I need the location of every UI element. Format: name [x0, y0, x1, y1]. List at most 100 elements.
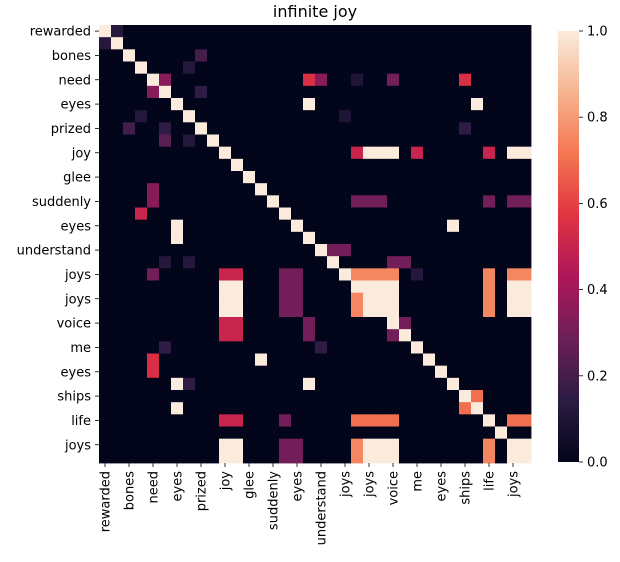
heatmap-cell	[243, 402, 256, 415]
heatmap-cell	[207, 61, 220, 75]
heatmap-cell	[183, 98, 196, 111]
heatmap-cell	[279, 146, 292, 160]
heatmap-cell	[123, 414, 136, 427]
heatmap-cell	[99, 49, 112, 62]
heatmap-cell	[507, 390, 520, 403]
heatmap-cell	[447, 390, 460, 403]
heatmap-cell	[219, 134, 232, 148]
heatmap-cell	[507, 377, 520, 391]
heatmap-cell	[171, 280, 184, 294]
heatmap-cell	[423, 219, 436, 233]
heatmap-cell	[339, 426, 352, 440]
heatmap-cell	[375, 304, 388, 318]
heatmap-cell	[459, 256, 472, 269]
heatmap-cell	[231, 304, 244, 318]
heatmap-cell	[219, 171, 232, 184]
heatmap-cell	[195, 414, 208, 427]
heatmap-cell	[231, 219, 244, 233]
heatmap-cell	[351, 244, 364, 257]
heatmap-cell	[483, 183, 496, 196]
heatmap-cell	[303, 317, 316, 330]
heatmap-cell	[171, 110, 184, 123]
heatmap-cell	[363, 256, 376, 269]
heatmap-cell	[375, 195, 388, 208]
heatmap-cell	[183, 280, 196, 294]
heatmap-cell	[471, 25, 484, 38]
heatmap-cell	[231, 183, 244, 196]
heatmap-cell	[363, 73, 376, 87]
heatmap-cell	[471, 414, 484, 427]
heatmap-cell	[279, 414, 292, 427]
heatmap-cell	[279, 134, 292, 148]
heatmap-cell	[111, 304, 124, 318]
heatmap-cell	[423, 146, 436, 160]
heatmap-cell	[99, 280, 112, 294]
heatmap-cell	[231, 134, 244, 148]
heatmap-cell	[171, 49, 184, 62]
heatmap-cell	[375, 365, 388, 379]
heatmap-cell	[255, 98, 268, 111]
y-tick-label: life	[71, 414, 91, 429]
heatmap-cell	[99, 85, 112, 99]
heatmap-cell	[243, 450, 256, 464]
x-tick-label: joys	[363, 471, 378, 498]
heatmap-cell	[459, 231, 472, 245]
colorbar-tick-label: 0.8	[587, 111, 608, 126]
heatmap-cell	[339, 268, 352, 281]
heatmap-cell	[219, 438, 232, 452]
heatmap-cell	[147, 158, 160, 172]
heatmap-cell	[495, 231, 508, 245]
heatmap-cell	[435, 450, 448, 464]
heatmap-cell	[471, 377, 484, 391]
heatmap-cell	[447, 402, 460, 415]
heatmap-cell	[135, 329, 148, 342]
heatmap-cell	[423, 280, 436, 294]
heatmap-cell	[267, 426, 280, 440]
heatmap-cell	[171, 353, 184, 367]
y-tick-label: need	[59, 73, 92, 88]
heatmap-cell	[459, 219, 472, 233]
heatmap-cell	[399, 231, 412, 245]
heatmap-cell	[495, 183, 508, 196]
heatmap-cell	[471, 219, 484, 233]
heatmap-cell	[303, 280, 316, 294]
heatmap-cell	[147, 49, 160, 62]
heatmap-cell	[135, 158, 148, 172]
heatmap-cell	[507, 219, 520, 233]
heatmap-cell	[411, 25, 424, 38]
heatmap-cell	[315, 341, 328, 354]
heatmap-cell	[411, 426, 424, 440]
heatmap-cell	[159, 183, 172, 196]
heatmap-cell	[471, 341, 484, 354]
heatmap-cell	[255, 365, 268, 379]
heatmap-cell	[459, 377, 472, 391]
heatmap-cell	[519, 85, 532, 99]
heatmap-cell	[315, 146, 328, 160]
heatmap-cell	[519, 37, 532, 50]
heatmap-cell	[399, 244, 412, 257]
heatmap-cell	[219, 61, 232, 75]
heatmap-cell	[207, 329, 220, 342]
heatmap-cell	[195, 98, 208, 111]
heatmap-cell	[111, 402, 124, 415]
heatmap-cell	[99, 231, 112, 245]
heatmap-cell	[279, 207, 292, 221]
heatmap-cell	[339, 256, 352, 269]
heatmap-cell	[507, 268, 520, 281]
heatmap-cell	[507, 37, 520, 50]
heatmap-cell	[447, 158, 460, 172]
heatmap-cell	[459, 146, 472, 160]
heatmap-cell	[123, 353, 136, 367]
heatmap-cell	[171, 183, 184, 196]
heatmap-cell	[363, 426, 376, 440]
heatmap-cell	[483, 219, 496, 233]
heatmap-cell	[339, 134, 352, 148]
heatmap-cell	[279, 329, 292, 342]
heatmap-cell	[507, 122, 520, 135]
heatmap-cell	[99, 98, 112, 111]
heatmap-cell	[135, 73, 148, 87]
heatmap-cell	[303, 110, 316, 123]
heatmap-cell	[327, 219, 340, 233]
heatmap-cell	[291, 61, 304, 75]
heatmap-cell	[327, 134, 340, 148]
